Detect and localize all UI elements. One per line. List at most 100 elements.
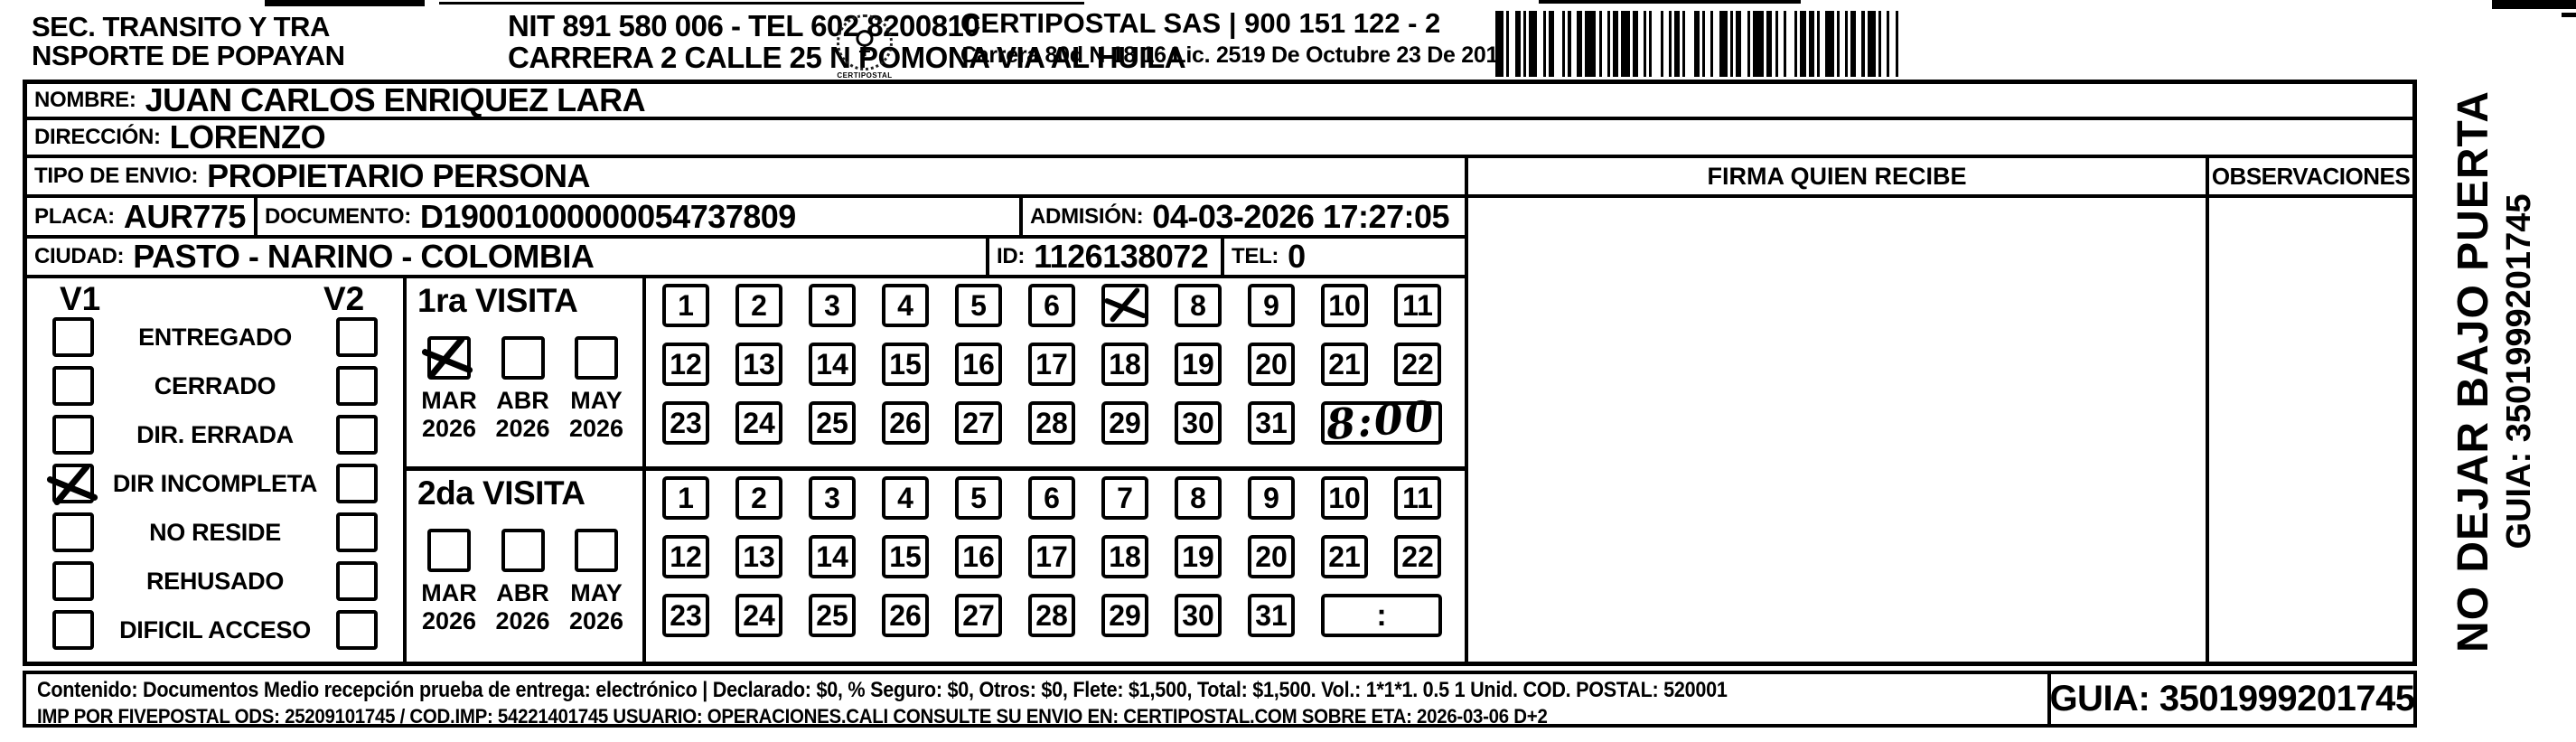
- month-checkbox: [501, 529, 545, 572]
- status-checkbox-v2: [336, 610, 378, 650]
- status-label: DIFICIL ACCESO: [119, 615, 311, 643]
- second-visit-days: 1 2 3 4 5 6 7 8 9 10 11 12 13 14 15 16 17 18 19 20 21 22 23 24 2…: [646, 471, 1465, 662]
- second-visit-block: 2da VISITA MAR 2026 ABR 2026 MAY 2026: [407, 471, 642, 662]
- day-cell: 11: [1394, 284, 1441, 327]
- field-placa: PLACA: AUR775: [27, 198, 258, 235]
- day-cell: 31: [1248, 401, 1295, 445]
- month-label: MAR: [421, 579, 477, 606]
- side-vertical-strip: NO DEJAR BAJO PUERTA GUIA: 3501999201745: [2412, 0, 2576, 742]
- status-rows: ENTREGADO CERRADO DIR. ERRADA DIR INCOMPLET…: [27, 316, 399, 658]
- ciudad-label: CIUDAD:: [34, 244, 125, 268]
- handwritten-x-mark: [1103, 285, 1150, 328]
- day-row: 12 13 14 15 16 17 18 19 20 21 22: [662, 343, 1441, 386]
- row-ciudad-id-tel: CIUDAD: PASTO - NARINO - COLOMBIA ID: 11…: [27, 238, 1468, 278]
- status-label: ENTREGADO: [138, 323, 292, 351]
- status-checkbox-v1: [52, 512, 94, 552]
- month-year: 2026: [421, 607, 477, 634]
- day-cell: 2: [735, 284, 782, 327]
- month-column: ABR 2026: [490, 336, 557, 443]
- second-visit-title: 2da VISITA: [417, 474, 585, 512]
- day-row: 12 13 14 15 16 17 18 19 20 21 22: [662, 535, 1441, 578]
- status-checkbox-v1: [52, 561, 94, 601]
- day-cell: 28: [1028, 594, 1075, 637]
- admision-value: 04-03-2026 17:27:05: [1152, 197, 1450, 235]
- v2-header: V2: [323, 280, 365, 317]
- day-cell: 24: [735, 594, 782, 637]
- day-cell: 24: [735, 401, 782, 445]
- month-label: ABR: [496, 387, 549, 414]
- status-row: ENTREGADO: [27, 316, 399, 358]
- day-cell: 8: [1175, 476, 1222, 520]
- month-column: MAR 2026: [416, 336, 482, 443]
- month-checkbox: [575, 336, 618, 380]
- status-row: CERRADO: [27, 365, 399, 407]
- field-documento: DOCUMENTO: D19001000000054737809: [258, 198, 1023, 235]
- observaciones-area: [2209, 198, 2412, 662]
- scan-artifact: [2562, 13, 2576, 17]
- day-cell: 6: [1028, 476, 1075, 520]
- month-label: ABR: [496, 579, 549, 606]
- month-year: 2026: [421, 415, 477, 442]
- certipostal-logo-icon: ♀: [837, 14, 893, 70]
- id-value: 1126138072: [1034, 238, 1209, 275]
- month-checkbox: [427, 336, 471, 380]
- field-tel: TEL: 0: [1224, 238, 1465, 275]
- sender-line2: NSPORTE DE POPAYAN: [32, 39, 345, 71]
- company-name-line: CERTIPOSTAL SAS | 900 151 122 - 2: [960, 7, 1441, 39]
- month-label: MAR: [421, 387, 477, 414]
- status-checkbox-v2: [336, 415, 378, 455]
- ciudad-value: PASTO - NARINO - COLOMBIA: [133, 238, 595, 275]
- field-direccion: DIRECCIÓN: LORENZO: [27, 118, 2412, 158]
- day-cell: 27: [955, 594, 1002, 637]
- day-cell: 9: [1248, 476, 1295, 520]
- first-visit-days: 1 2 3 4 5 6 8 9 10 11 12 13 14 15 16 17 18 19 20 21 22 23 24 25…: [646, 278, 1465, 466]
- day-cell: 11: [1394, 476, 1441, 520]
- direccion-label: DIRECCIÓN:: [34, 125, 161, 149]
- month-year: 2026: [568, 415, 624, 442]
- field-admision: ADMISIÓN: 04-03-2026 17:27:05: [1023, 198, 1465, 235]
- scan-artifact: [265, 0, 425, 6]
- month-column: MAY 2026: [563, 336, 630, 443]
- sender-block: SEC. TRANSITO Y TRA NSPORTE DE POPAYAN: [32, 13, 345, 71]
- day-cell: 5: [955, 284, 1002, 327]
- first-visit-block: 1ra VISITA MAR 2026 ABR 2026 MAY 2026: [407, 278, 642, 465]
- day-grid-panel: 1 2 3 4 5 6 8 9 10 11 12 13 14 15 16 17 18 19 20 21 22 23 24 25…: [646, 278, 1468, 662]
- time-box: 8:00: [1321, 391, 1442, 449]
- certipostal-logo-text: CERTIPOSTAL: [837, 71, 893, 80]
- day-cell: 25: [809, 401, 856, 445]
- footer-strip: Contenido: Documentos Medio recepción pr…: [23, 671, 2417, 728]
- day-cell: 29: [1101, 594, 1148, 637]
- status-label: REHUSADO: [145, 567, 285, 595]
- day-cell: 29: [1101, 401, 1148, 445]
- second-visit-months: MAR 2026 ABR 2026 MAY 2026: [407, 529, 642, 635]
- nombre-value: JUAN CARLOS ENRIQUEZ LARA: [145, 81, 646, 118]
- status-checkbox-v2: [336, 464, 378, 503]
- day-row: 23 24 25 26 27 28 29 30 31 8:00: [662, 391, 1442, 449]
- side-guia-number: GUIA: 3501999201745: [2500, 193, 2538, 549]
- day-cell: 14: [809, 535, 856, 578]
- v1-header: V1: [60, 280, 101, 317]
- status-checkbox-v1: [52, 610, 94, 650]
- field-id: ID: 1126138072: [989, 238, 1224, 275]
- day-cell: 21: [1321, 343, 1368, 386]
- barcode: [1495, 11, 1927, 77]
- status-row: NO RESIDE: [27, 512, 399, 553]
- status-checkbox-v1: [52, 366, 94, 406]
- status-label: DIR. ERRADA: [136, 420, 294, 448]
- month-column: MAY 2026: [563, 529, 630, 635]
- day-cell: 18: [1101, 535, 1148, 578]
- field-nombre: NOMBRE: JUAN CARLOS ENRIQUEZ LARA: [27, 81, 2412, 120]
- field-ciudad: CIUDAD: PASTO - NARINO - COLOMBIA: [27, 238, 989, 275]
- day-cell: 23: [662, 401, 709, 445]
- month-year: 2026: [495, 415, 550, 442]
- company-address-line: Carrera 80d N 18 16 Lic. 2519 De Octubre…: [960, 42, 1511, 68]
- no-dejar-warning: NO DEJAR BAJO PUERTA: [2450, 89, 2497, 653]
- month-label: MAY: [570, 387, 623, 414]
- tipo-envio-label: TIPO DE ENVIO:: [34, 164, 199, 188]
- status-row: DIFICIL ACCESO: [27, 609, 399, 651]
- day-cell: 12: [662, 343, 709, 386]
- status-checkbox-v2: [336, 366, 378, 406]
- field-tipo-envio: TIPO DE ENVIO: PROPIETARIO PERSONA: [27, 157, 1468, 198]
- day-cell: 30: [1175, 401, 1222, 445]
- direccion-value: LORENZO: [169, 118, 326, 155]
